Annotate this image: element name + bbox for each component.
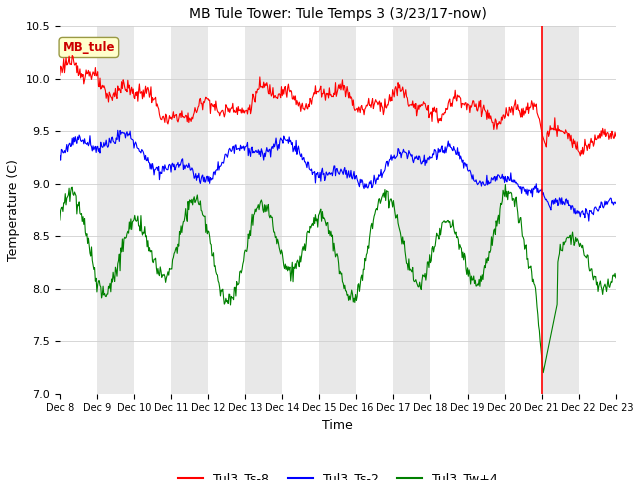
Bar [431,26,468,394]
Bar [97,26,134,394]
Bar [616,26,640,394]
Bar [134,26,171,394]
Title: MB Tule Tower: Tule Temps 3 (3/23/17-now): MB Tule Tower: Tule Temps 3 (3/23/17-now… [189,7,487,21]
Bar [245,26,282,394]
X-axis label: Time: Time [323,419,353,432]
Bar [282,26,319,394]
Bar [356,26,394,394]
Bar [504,26,541,394]
Bar [171,26,208,394]
Bar [541,26,579,394]
Bar [579,26,616,394]
Bar [208,26,245,394]
Bar [468,26,504,394]
Bar [60,26,97,394]
Text: MB_tule: MB_tule [63,41,115,54]
Bar [319,26,356,394]
Legend: Tul3_Ts-8, Tul3_Ts-2, Tul3_Tw+4: Tul3_Ts-8, Tul3_Ts-2, Tul3_Tw+4 [173,467,503,480]
Y-axis label: Temperature (C): Temperature (C) [7,159,20,261]
Bar [394,26,431,394]
